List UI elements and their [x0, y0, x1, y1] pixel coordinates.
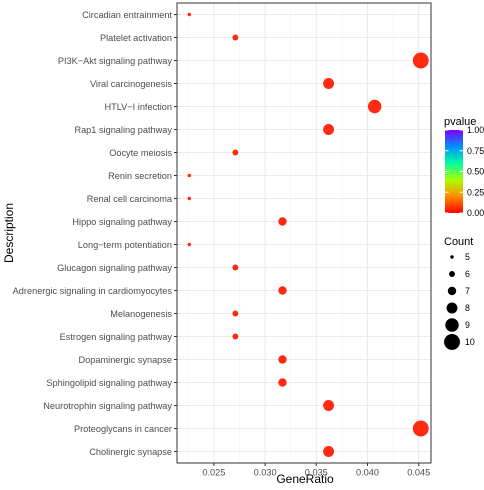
size-legend-dot: [446, 302, 458, 314]
y-tick-label: Long−term potentiation: [78, 240, 172, 250]
data-point: [278, 286, 287, 295]
y-tick-label: Platelet activation: [100, 33, 172, 43]
size-legend-label: 9: [465, 320, 470, 330]
data-point: [278, 217, 287, 226]
colorbar-tick-label: 0.00: [467, 208, 484, 218]
colorbar-tick-label: 0.75: [467, 146, 484, 156]
x-tick-label: 0.025: [202, 468, 225, 478]
size-legend-dot: [444, 334, 460, 350]
panel-border: [176, 2, 432, 464]
colorbar-tick-label: 1.00: [467, 125, 484, 135]
y-tick-labels: Circadian entrainment Platelet activation…: [13, 10, 177, 457]
data-point: [187, 12, 191, 17]
data-point: [412, 52, 429, 69]
colorbar-tick-label: 0.25: [467, 187, 484, 197]
size-legend-label: 8: [465, 303, 470, 313]
data-point: [232, 310, 239, 317]
size-legend-label: 7: [465, 286, 470, 296]
y-tick-label: Rap1 signaling pathway: [74, 125, 172, 135]
y-tick-label: HTLV−I infection: [105, 102, 173, 112]
y-tick-label: Dopaminergic synapse: [79, 355, 172, 365]
count-legend-title: Count: [444, 236, 473, 248]
y-tick-label: Renin secretion: [108, 171, 172, 181]
size-legend-dot: [450, 255, 454, 259]
y-tick-label: Viral carcinogenesis: [90, 79, 172, 89]
y-tick-label: Oocyte meiosis: [109, 148, 172, 158]
size-legend-dot: [449, 271, 455, 277]
size-legend-dot: [445, 318, 459, 332]
data-point: [278, 378, 287, 387]
panel-grid: [177, 3, 431, 463]
data-point: [232, 264, 239, 271]
y-tick-label: Glucagon signaling pathway: [57, 263, 172, 273]
data-point: [323, 124, 335, 135]
y-tick-label: Sphingolipid signaling pathway: [46, 378, 172, 388]
data-point: [187, 242, 191, 247]
y-tick-label: Hippo signaling pathway: [72, 217, 172, 227]
x-tick-label: 0.040: [356, 468, 379, 478]
x-axis-title: GeneRatio: [276, 472, 334, 486]
pvalue-legend-title: pvalue: [444, 116, 476, 128]
pvalue-color-legend: pvalue 1.00 0.75 0.50 0.25 0.00: [444, 116, 484, 218]
data-point: [323, 78, 335, 89]
colorbar-ticks: 1.00 0.75 0.50 0.25 0.00: [445, 125, 484, 218]
colorbar-tick-label: 0.50: [467, 167, 484, 177]
panel-background: [177, 3, 431, 463]
y-tick-label: Circadian entrainment: [82, 10, 172, 20]
data-point: [232, 149, 239, 156]
data-point: [278, 355, 287, 364]
count-size-legend: Count 5 6 7 8 9 10: [444, 236, 475, 350]
size-legend-label: 10: [465, 337, 475, 347]
data-point: [187, 196, 191, 201]
size-legend-label: 6: [465, 269, 470, 279]
y-tick-label: PI3K−Akt signaling pathway: [58, 56, 173, 66]
data-point: [232, 34, 239, 41]
y-tick-label: Adrenergic signaling in cardiomyocytes: [13, 286, 173, 296]
x-tick-label: 0.030: [254, 468, 277, 478]
size-legend-items: 5 6 7 8 9 10: [444, 252, 475, 350]
y-tick-label: Estrogen signaling pathway: [60, 332, 173, 342]
data-point: [323, 446, 335, 457]
data-point: [187, 173, 191, 178]
data-point: [232, 333, 239, 340]
pvalue-colorbar: [445, 130, 463, 213]
x-tick-label: 0.035: [305, 468, 328, 478]
size-legend-dot: [447, 286, 457, 296]
y-axis-title: Description: [2, 203, 16, 263]
x-tick-labels: 0.025 0.030 0.035 0.040 0.045: [202, 463, 430, 478]
y-tick-label: Proteoglycans in cancer: [74, 424, 172, 434]
y-tick-label: Neurotrophin signaling pathway: [43, 401, 172, 411]
points-layer: [187, 12, 429, 457]
data-point: [323, 400, 335, 411]
y-tick-label: Renal cell carcinoma: [87, 194, 173, 204]
y-tick-label: Melanogenesis: [110, 309, 172, 319]
size-legend-label: 5: [465, 252, 470, 262]
data-point: [412, 420, 429, 437]
x-tick-label: 0.045: [407, 468, 430, 478]
y-tick-label: Cholinergic synapse: [89, 447, 172, 457]
data-point: [367, 99, 382, 114]
